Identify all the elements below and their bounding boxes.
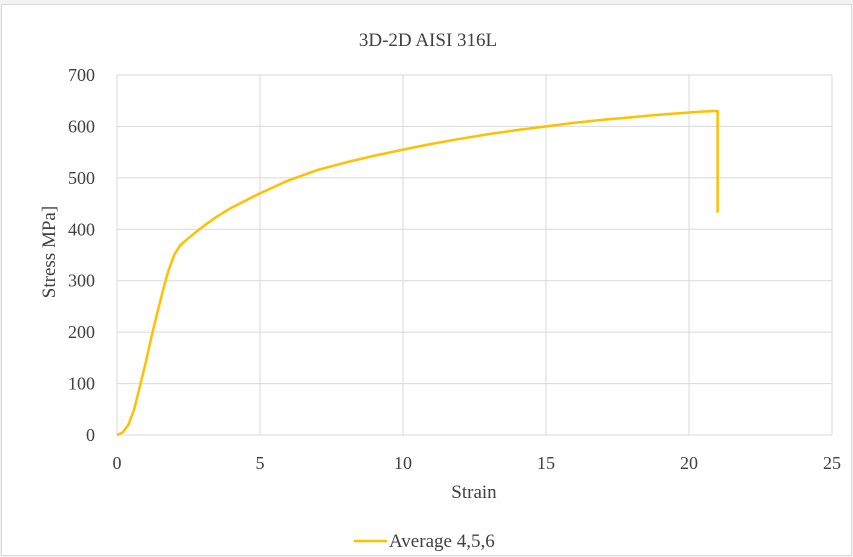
- x-tick-label: 5: [256, 453, 265, 473]
- x-tick-label: 10: [394, 453, 412, 473]
- y-tick-label: 100: [68, 374, 95, 394]
- x-tick-label: 0: [113, 453, 122, 473]
- x-tick-label: 15: [537, 453, 555, 473]
- gridlines: [116, 74, 833, 436]
- y-tick-label: 500: [68, 168, 95, 188]
- y-tick-label: 300: [68, 271, 95, 291]
- legend: Average 4,5,6: [354, 531, 495, 552]
- y-axis-label: Stress MPa]: [39, 206, 60, 298]
- series-line-average-4-5-6: [116, 109, 719, 437]
- x-tick-label: 20: [680, 453, 698, 473]
- legend-label-average-4-5-6: Average 4,5,6: [389, 531, 495, 552]
- y-tick-label: 400: [68, 219, 95, 239]
- tick-labels: 0 100 200 300 400 500 600 700 0 5 10 15 20 25: [68, 65, 841, 473]
- y-tick-label: 200: [68, 322, 95, 342]
- chart-title: 3D-2D AISI 316L: [359, 30, 497, 51]
- y-tick-label: 0: [86, 425, 95, 445]
- y-tick-label: 700: [68, 65, 95, 85]
- chart-frame: 3D-2D AISI 316L 0 100 200 300 400 500 600 700 0 5…: [1, 4, 852, 556]
- stress-strain-chart: 3D-2D AISI 316L 0 100 200 300 400 500 600 700 0 5…: [39, 30, 841, 552]
- x-tick-label: 25: [823, 453, 841, 473]
- series-layer: [116, 109, 719, 437]
- y-tick-label: 600: [68, 116, 95, 136]
- x-axis-label: Strain: [451, 482, 497, 503]
